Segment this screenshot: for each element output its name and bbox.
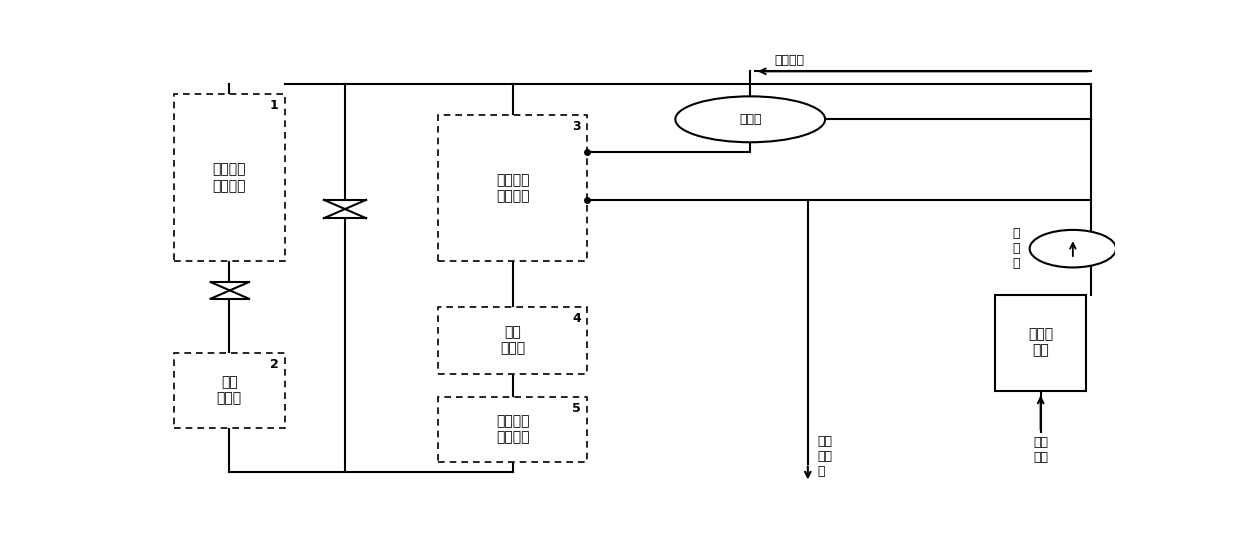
Bar (173, 353, 285, 428)
Text: 除氧器: 除氧器 (738, 113, 762, 126)
Text: 1: 1 (270, 99, 279, 112)
Text: 储能材料
放热单元: 储能材料 放热单元 (496, 173, 529, 203)
Text: 流量
调节器: 流量 调节器 (501, 325, 525, 356)
Bar (439, 397, 587, 462)
Text: 2: 2 (270, 358, 279, 371)
Text: 水处理
装置: 水处理 装置 (1028, 327, 1053, 358)
Text: 至蒸
汽用
户: 至蒸 汽用 户 (818, 435, 833, 478)
Ellipse shape (675, 96, 825, 142)
Text: 储能材料
吸热单元: 储能材料 吸热单元 (496, 414, 529, 444)
Circle shape (1030, 230, 1116, 267)
Text: 储能材料
补给系统: 储能材料 补给系统 (213, 163, 247, 193)
Bar (995, 295, 1087, 391)
Bar (439, 115, 587, 261)
Text: 加热蒸汽: 加热蒸汽 (774, 54, 804, 67)
Bar (439, 307, 587, 374)
Bar (173, 94, 285, 261)
Text: 5: 5 (572, 402, 581, 415)
Text: 给
水
泵: 给 水 泵 (1012, 227, 1020, 270)
Text: 3: 3 (572, 120, 581, 133)
Text: 自来
水来: 自来 水来 (1033, 436, 1048, 464)
Text: 流量
调节器: 流量 调节器 (217, 376, 242, 405)
Text: 4: 4 (572, 312, 581, 325)
